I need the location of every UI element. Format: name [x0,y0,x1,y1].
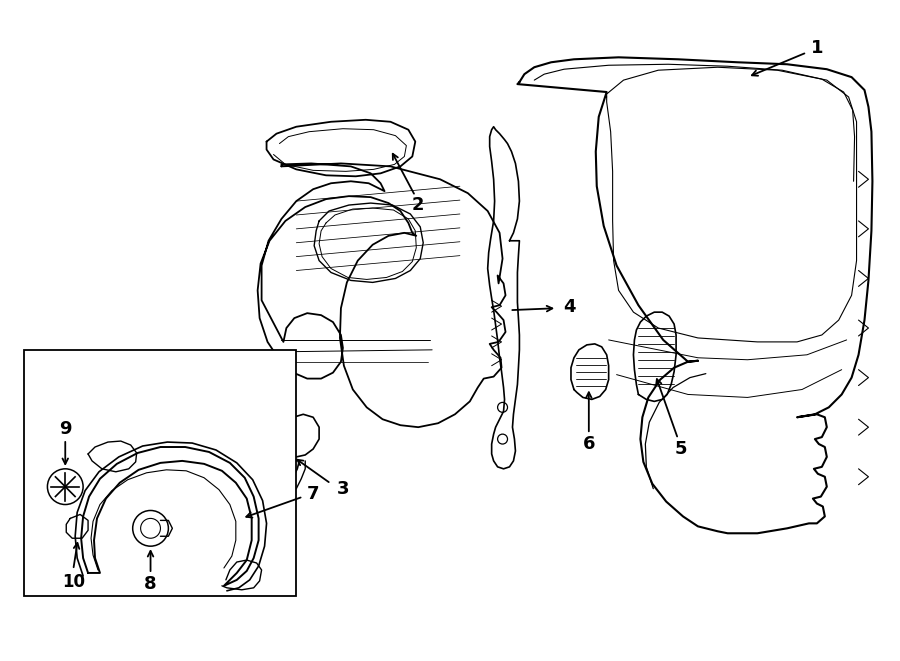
Text: 6: 6 [582,435,595,453]
Text: 2: 2 [412,196,425,214]
Text: 9: 9 [59,420,71,438]
Text: 10: 10 [62,573,85,591]
Text: 8: 8 [144,575,157,593]
Text: 7: 7 [307,485,320,502]
Text: 1: 1 [811,40,824,58]
Text: 4: 4 [562,298,575,316]
Text: 5: 5 [675,440,688,458]
Bar [23,350,296,596]
Text: 3: 3 [337,480,349,498]
